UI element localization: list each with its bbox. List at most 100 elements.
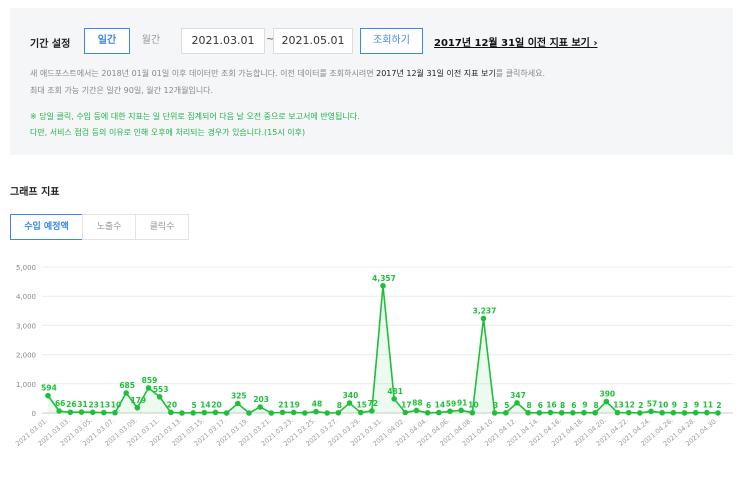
notice-text: 새 애드포스트에서는 2018년 01월 01일 이후 데이터만 조회 가능합니… [30, 69, 377, 78]
point [156, 394, 163, 400]
point [592, 409, 598, 416]
data-label: 4,357 [372, 274, 396, 283]
data-label: 14 [200, 401, 210, 410]
data-label: 5 [504, 401, 509, 410]
notice-line: 새 애드포스트에서는 2018년 01월 01일 이후 데이터만 조회 가능합니… [30, 68, 545, 79]
data-label: 594 [41, 384, 57, 393]
point [78, 409, 85, 415]
point [369, 408, 375, 414]
data-label: 8 [594, 401, 599, 410]
point [56, 408, 62, 414]
start-date[interactable]: 2021.03.01 [181, 28, 265, 54]
point [179, 410, 185, 416]
data-label: 66 [55, 399, 65, 408]
point [436, 409, 442, 416]
point [603, 398, 610, 405]
point [101, 409, 107, 416]
data-label: 5 [192, 401, 197, 410]
y-tick-label: 5,000 [16, 264, 36, 272]
point [681, 410, 688, 416]
data-label: 6 [538, 401, 543, 410]
search-button[interactable]: 조회하기 [360, 28, 423, 54]
data-label: 3 [683, 401, 688, 410]
point [357, 409, 364, 416]
end-date[interactable]: 2021.05.01 [273, 28, 353, 54]
data-label: 8 [560, 401, 565, 410]
point [648, 408, 654, 415]
point [391, 396, 397, 402]
point [637, 410, 643, 416]
point [424, 410, 431, 416]
data-label: 203 [253, 395, 269, 404]
legacy-link[interactable]: 2017년 12월 31일 이전 지표 보기 › [434, 38, 598, 49]
point [614, 409, 621, 416]
data-label: 859 [142, 376, 158, 385]
data-label: 12 [624, 401, 634, 410]
date-separator: ~ [266, 34, 275, 45]
data-label: 20 [167, 400, 177, 409]
data-label: 17 [401, 401, 411, 410]
point [257, 404, 263, 410]
point [112, 409, 118, 416]
point [625, 409, 632, 416]
point [89, 409, 96, 416]
point [324, 410, 330, 416]
y-tick-label: 0 [32, 410, 36, 418]
data-label: 20 [211, 400, 221, 409]
point [670, 409, 677, 416]
point [168, 409, 174, 416]
data-label: 13 [100, 401, 110, 410]
tab[interactable]: 수입 예정액 [10, 214, 83, 240]
point [469, 409, 476, 416]
point [525, 409, 531, 416]
data-label: 48 [312, 400, 322, 409]
point [45, 392, 51, 399]
point [692, 409, 699, 416]
data-label: 325 [231, 392, 247, 401]
point [134, 404, 141, 411]
data-label: 553 [153, 385, 169, 394]
data-label: 8 [337, 401, 342, 410]
data-label: 11 [703, 401, 713, 410]
daily-button[interactable]: 일간 [84, 28, 130, 54]
notice-link[interactable]: 2017년 12월 31일 이전 지표 보기 [376, 69, 496, 78]
data-label: 481 [387, 387, 403, 396]
data-label: 59 [446, 399, 456, 408]
point [402, 409, 409, 416]
data-label: 347 [510, 391, 526, 400]
point [290, 409, 297, 416]
data-label: 179 [131, 396, 147, 405]
tab[interactable]: 클릭수 [135, 214, 189, 240]
y-tick-label: 1,000 [16, 381, 36, 389]
tab[interactable]: 노출수 [82, 214, 136, 240]
point [145, 385, 152, 391]
filter-label: 기간 설정 [30, 39, 71, 50]
point [212, 409, 219, 416]
point [491, 410, 498, 416]
data-label: 91 [457, 398, 467, 407]
point [346, 400, 353, 406]
point [335, 409, 342, 416]
point [302, 410, 308, 416]
point [268, 410, 275, 416]
notice-green: ※ 당일 클릭, 수입 등에 대한 지표는 일 단위로 집계되어 다음 날 오전… [30, 112, 360, 121]
point [67, 409, 74, 416]
data-label: 9 [582, 401, 587, 410]
point [201, 409, 208, 416]
point [704, 409, 710, 416]
data-label: 88 [412, 398, 422, 407]
point [558, 409, 565, 416]
point [547, 409, 554, 416]
monthly-button[interactable]: 월간 [141, 35, 161, 46]
data-label: 57 [647, 399, 657, 408]
notice-text: 를 클릭하세요. [495, 69, 546, 78]
data-label: 10 [658, 401, 668, 410]
data-label: 6 [571, 401, 576, 410]
data-label: 390 [600, 390, 616, 399]
point [514, 400, 520, 406]
point [659, 409, 665, 416]
data-label: 3,237 [473, 306, 497, 315]
point [447, 408, 453, 415]
